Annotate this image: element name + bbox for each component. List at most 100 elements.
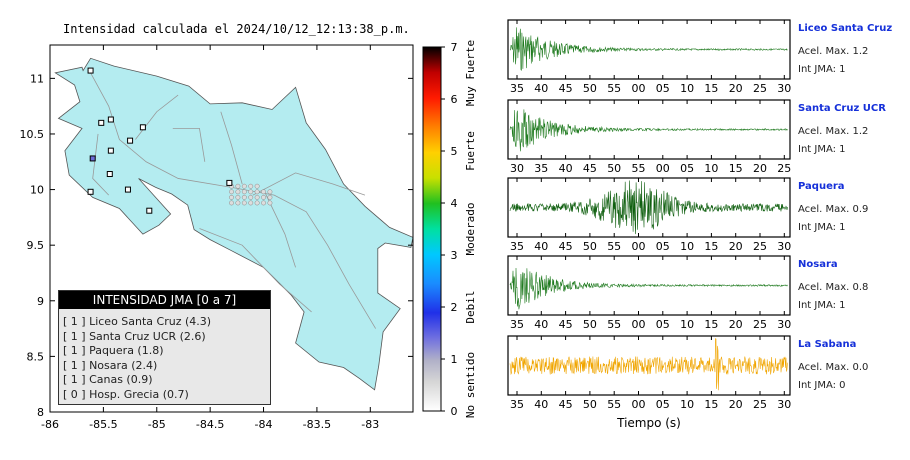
colorbar-tick-label: 5 [451,145,458,158]
waveform-tick-label: 00 [632,398,646,411]
waveform-tick-label: 05 [680,162,694,175]
waveform-tick-label: 05 [656,318,670,331]
station-marker [87,67,94,74]
legend-title: INTENSIDAD JMA [0 a 7] [59,291,270,309]
map-x-tick-label: -83 [361,418,379,431]
colorbar-tick-label: 4 [451,197,458,210]
city-dot [235,194,241,200]
waveform-tick-label: 45 [583,162,597,175]
waveform-tick-label: 45 [559,240,573,253]
city-dot [267,189,273,195]
city-dot [235,200,241,206]
waveform-tick-label: 20 [753,162,767,175]
colorbar [422,46,442,412]
waveform-tick-label: 00 [656,162,670,175]
waveform-tick-label: 55 [607,398,621,411]
map-y-tick-label: 11 [30,72,44,85]
waveform-tick-label: 40 [534,82,548,95]
city-dot [235,189,241,195]
map-x-tick-label: -83.5 [303,418,331,431]
station-int: Int JMA: 1 [798,144,846,155]
waveform-tick-label: 50 [607,162,621,175]
road-line [252,172,366,196]
waveform-panel: 35 40 45 50 55 00 05 10 15 20 25 30 [507,177,791,253]
map-x-tick-label: -86 [41,418,59,431]
station-int: Int JMA: 1 [798,222,846,233]
station-name: Nosara [798,259,838,270]
city-dot [267,200,273,206]
map-x-tick-label: -85.5 [89,418,117,431]
station-markers [87,67,233,214]
waveform-tick-label: 45 [559,82,573,95]
waveform-panel: 30 35 40 45 50 55 00 05 10 15 20 25 [507,99,791,175]
waveform-tick-label: 35 [534,162,548,175]
waveform-tick-label: 35 [510,82,524,95]
waveform-frame [507,177,791,238]
waveform-tick-label: 15 [704,240,718,253]
road-line [220,111,243,185]
station-marker [146,207,153,214]
city-dot [229,189,234,195]
waveform-tick-label: 45 [559,318,573,331]
map-y-tick-label: 9.5 [27,239,45,252]
station-int: Int JMA: 1 [798,300,846,311]
waveform-trace [509,27,788,71]
waveform-tick-label: 05 [656,240,670,253]
station-marker [98,119,105,126]
map-y-tick-label: 9 [37,295,44,308]
intensity-legend: INTENSIDAD JMA [0 a 7] [ 1 ] Liceo Santa… [58,290,271,405]
waveform-tick-label: 20 [729,240,743,253]
map-y-tick-label: 10 [30,184,44,197]
waveform-trace [509,267,788,310]
waveform-tick-label: 10 [680,318,694,331]
city-dot [248,189,254,195]
station-acel: Acel. Max. 0.0 [798,362,869,373]
legend-item: [ 1 ] Paquera (1.8) [63,344,164,357]
station-marker [107,116,114,123]
waveform-tick-label: 50 [583,398,597,411]
map-x-tick-label: -85 [148,418,166,431]
city-dot [261,200,266,206]
waveform-tick-label: 10 [680,398,694,411]
waveform-tick-label: 25 [753,318,767,331]
city-dot [254,200,260,206]
waveform-tick-label: 10 [704,162,718,175]
colorbar-tick-label: 3 [451,249,458,262]
station-marker [89,155,96,162]
waveform-tick-label: 10 [680,240,694,253]
colorbar-tick-label: 6 [451,93,458,106]
waveform-tick-label: 00 [632,318,646,331]
waveform-tick-label: 50 [583,240,597,253]
station-acel: Acel. Max. 0.8 [798,282,869,293]
waveform-tick-label: 25 [753,240,767,253]
map-y-tick-label: 8.5 [27,350,45,363]
city-dot [241,183,247,189]
waveform-tick-label: 25 [777,162,791,175]
legend-item: [ 1 ] Canas (0.9) [63,373,153,386]
city-dot [229,194,234,200]
city-dot [248,194,254,200]
costa-rica-land [54,57,413,391]
waveform-tick-label: 25 [753,398,767,411]
station-name: Paquera [798,181,845,192]
city-dot [254,189,260,195]
waveform-tick-label: 50 [583,82,597,95]
station-name: Santa Cruz UCR [798,103,886,114]
city-dot [241,194,247,200]
colorbar-category-label: Moderado [464,203,477,256]
station-marker [226,179,233,186]
road-line [172,128,206,162]
waveform-tick-label: 15 [704,398,718,411]
waveform-tick-label: 40 [534,398,548,411]
waveform-tick-label: 35 [510,240,524,253]
waveform-frame [507,255,791,316]
waveform-frame [507,335,791,396]
city-dot [261,189,266,195]
colorbar-tick-label: 0 [451,405,458,418]
waveform-panel: 35 40 45 50 55 00 05 10 15 20 25 30 [507,19,791,95]
waveform-frame [507,99,791,160]
map-x-tick-label: -84.5 [196,418,224,431]
city-cluster [229,183,273,206]
city-dot [248,200,254,206]
waveform-panel: 35 40 45 50 55 00 05 10 15 20 25 30 [507,335,791,411]
